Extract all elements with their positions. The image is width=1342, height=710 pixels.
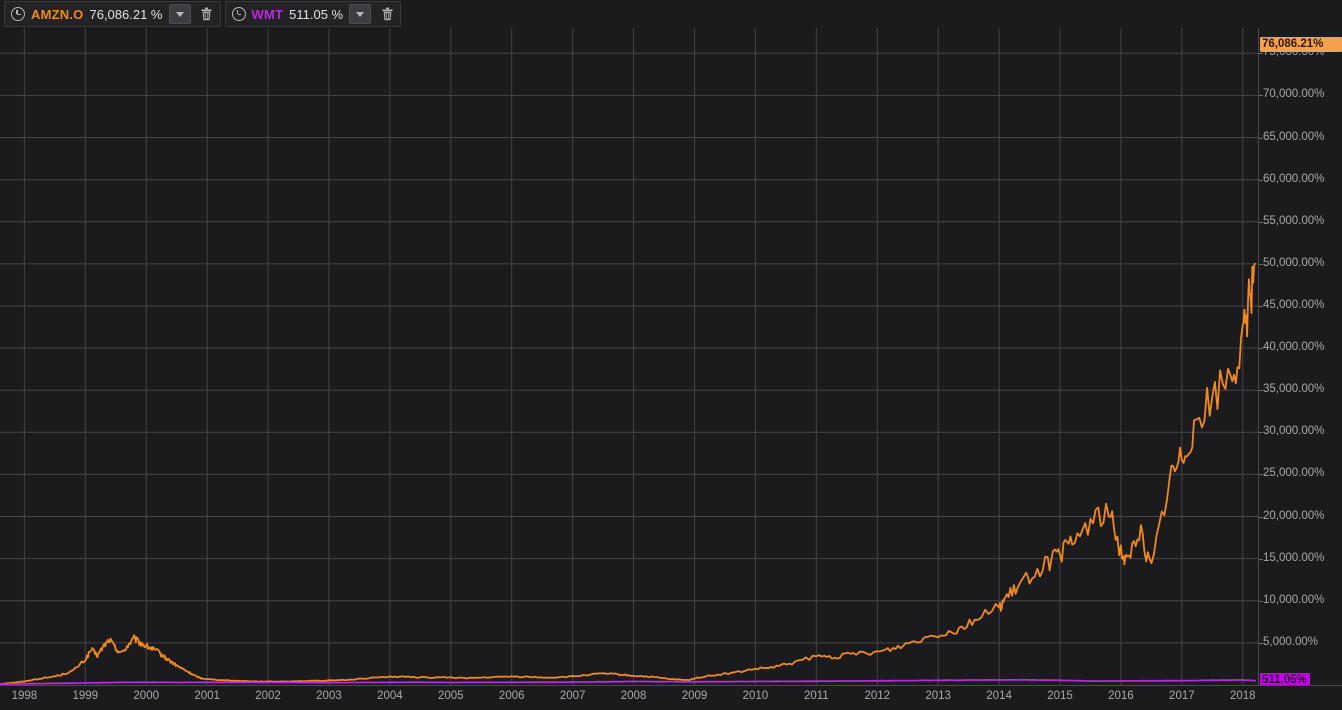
- y-axis-tick: 10,000.00%: [1263, 593, 1325, 606]
- x-axis[interactable]: 1998 1999 2000 2001 2002 2003 2004 2005 2006 2007…: [0, 685, 1342, 710]
- clock-icon: [231, 7, 246, 21]
- y-axis-tick-mark: [1259, 53, 1263, 55]
- y-axis-tick-mark: [1259, 263, 1263, 265]
- y-axis-tick: 20,000.00%: [1263, 509, 1325, 522]
- x-axis-tick: 2002: [255, 690, 281, 702]
- y-axis-tick-mark: [1259, 642, 1263, 644]
- x-axis-tick: 2003: [316, 690, 342, 702]
- y-axis-tick: 60,000.00%: [1263, 172, 1325, 185]
- y-axis-tick: 65,000.00%: [1263, 130, 1325, 143]
- y-axis-tick: 15,000.00%: [1263, 551, 1325, 564]
- y-axis-tick-mark: [1259, 390, 1263, 392]
- y-axis-tick: 45,000.00%: [1263, 298, 1325, 311]
- y-axis[interactable]: Value % USD 75,000.00%70,000.00%65,000.0…: [1258, 0, 1342, 689]
- x-axis-tick: 2017: [1169, 690, 1195, 702]
- y-axis-tick-mark: [1259, 432, 1263, 434]
- y-axis-tick-mark: [1259, 305, 1263, 307]
- y-axis-tick: 30,000.00%: [1263, 425, 1325, 438]
- chevron-down-icon[interactable]: [349, 4, 372, 24]
- y-axis-value-badge-wmt[interactable]: 511.05%: [1260, 673, 1310, 689]
- x-axis-tick: 2000: [133, 690, 159, 702]
- legend-bar: AMZN.O 76,086.21 % WMT 511.05 %: [0, 0, 1342, 28]
- x-axis-tick: 2004: [377, 690, 403, 702]
- legend-ticker: AMZN.O: [31, 6, 84, 22]
- x-axis-tick: 1999: [72, 690, 99, 702]
- clock-icon: [11, 7, 25, 21]
- chart-plot-area[interactable]: [0, 28, 1258, 685]
- x-axis-tick: 2013: [925, 690, 951, 702]
- x-axis-tick: 2009: [681, 690, 708, 702]
- x-axis-tick: 2006: [498, 690, 525, 702]
- x-axis-tick: 2005: [438, 690, 464, 702]
- chevron-down-icon[interactable]: [168, 4, 191, 24]
- y-axis-tick: 55,000.00%: [1263, 214, 1325, 227]
- y-axis-value-badge-amzn-o[interactable]: 76,086.21%: [1260, 36, 1342, 52]
- legend-ticker: WMT: [251, 6, 284, 22]
- series-line-wmt: [0, 678, 1256, 685]
- y-axis-tick-mark: [1259, 137, 1263, 139]
- y-axis-tick: 5,000.00%: [1263, 635, 1318, 648]
- y-axis-tick-mark: [1259, 179, 1263, 181]
- legend-chip-amzn-o[interactable]: AMZN.O 76,086.21 %: [4, 1, 221, 27]
- y-axis-tick-mark: [1259, 221, 1263, 223]
- y-axis-tick: 50,000.00%: [1263, 256, 1325, 269]
- y-axis-tick-mark: [1259, 474, 1263, 476]
- x-axis-tick: 2010: [742, 690, 769, 702]
- y-axis-tick-mark: [1259, 348, 1263, 350]
- x-axis-tick: 2016: [1108, 690, 1134, 702]
- x-axis-tick: 2014: [986, 690, 1012, 702]
- y-axis-tick: 25,000.00%: [1263, 467, 1325, 480]
- x-axis-tick: 1998: [11, 690, 38, 702]
- chart-svg: [0, 28, 1258, 685]
- series-line-amzn-o: [0, 262, 1256, 685]
- legend-value: 511.05 %: [289, 6, 344, 22]
- x-axis-tick: 2015: [1047, 690, 1073, 702]
- x-axis-tick: 2011: [803, 690, 829, 702]
- y-axis-tick: 40,000.00%: [1263, 341, 1325, 354]
- y-axis-tick-mark: [1259, 516, 1263, 518]
- x-axis-tick: 2007: [559, 690, 586, 702]
- y-axis-tick: 70,000.00%: [1263, 88, 1325, 101]
- y-axis-tick: 35,000.00%: [1263, 383, 1325, 396]
- y-axis-tick-mark: [1259, 600, 1263, 602]
- legend-value: 76,086.21 %: [89, 6, 163, 22]
- y-axis-tick-mark: [1259, 558, 1263, 560]
- trash-icon[interactable]: [377, 5, 397, 23]
- x-axis-tick: 2008: [620, 690, 647, 702]
- grid-lines: [0, 28, 1258, 685]
- x-axis-tick: 2018: [1229, 690, 1256, 702]
- y-axis-tick-mark: [1259, 95, 1263, 97]
- legend-chip-wmt[interactable]: WMT 511.05 %: [224, 1, 402, 27]
- trash-icon[interactable]: [197, 5, 217, 23]
- x-axis-tick: 2012: [864, 690, 891, 702]
- x-axis-tick: 2001: [194, 690, 220, 702]
